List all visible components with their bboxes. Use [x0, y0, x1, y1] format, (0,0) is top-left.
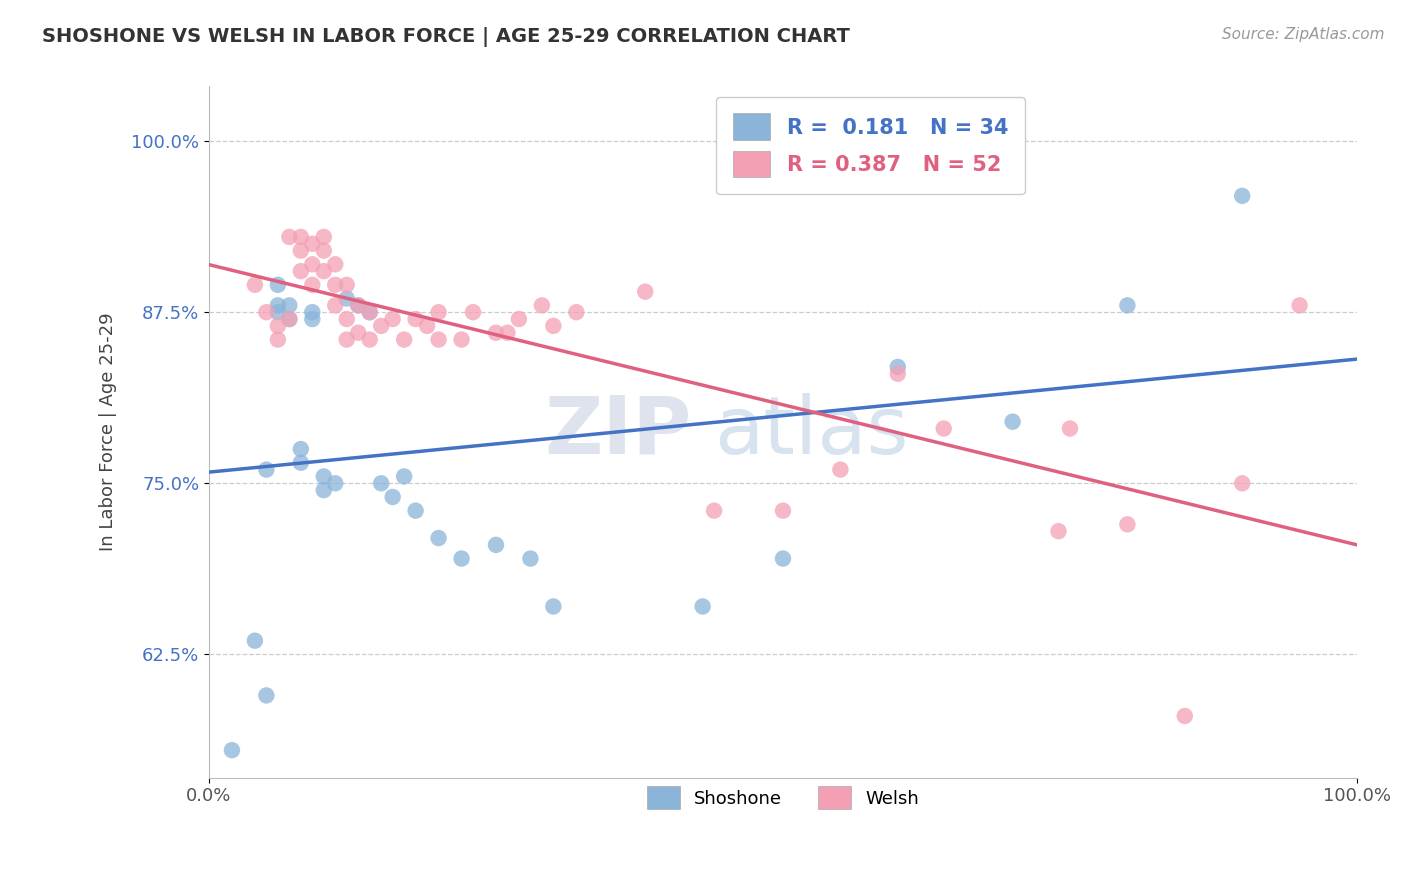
Point: [359, 333, 381, 347]
Point: [932, 421, 955, 435]
Point: [290, 264, 312, 278]
Point: [290, 442, 312, 456]
Point: [312, 264, 335, 278]
Point: [301, 305, 323, 319]
Point: [772, 503, 794, 517]
Point: [405, 312, 427, 326]
Point: [267, 277, 290, 292]
Point: [392, 469, 415, 483]
Point: [336, 277, 359, 292]
Point: [450, 333, 472, 347]
Point: [543, 599, 565, 614]
Text: atlas: atlas: [714, 393, 908, 471]
Point: [427, 531, 450, 545]
Point: [323, 257, 346, 271]
Point: [243, 633, 266, 648]
Point: [278, 312, 301, 326]
Point: [290, 230, 312, 244]
Point: [427, 305, 450, 319]
Text: Source: ZipAtlas.com: Source: ZipAtlas.com: [1222, 27, 1385, 42]
Point: [267, 305, 290, 319]
Point: [1230, 189, 1253, 203]
Point: [634, 285, 657, 299]
Point: [267, 318, 290, 333]
Text: SHOSHONE VS WELSH IN LABOR FORCE | AGE 25-29 CORRELATION CHART: SHOSHONE VS WELSH IN LABOR FORCE | AGE 2…: [42, 27, 851, 46]
Point: [381, 490, 404, 504]
Point: [416, 318, 439, 333]
Point: [347, 298, 370, 312]
Point: [508, 312, 530, 326]
Point: [370, 476, 392, 491]
Point: [1047, 524, 1070, 539]
Point: [1059, 421, 1081, 435]
Point: [221, 743, 243, 757]
Point: [347, 326, 370, 340]
Point: [450, 551, 472, 566]
Point: [359, 305, 381, 319]
Point: [427, 333, 450, 347]
Point: [323, 298, 346, 312]
Point: [1116, 298, 1139, 312]
Point: [530, 298, 553, 312]
Point: [347, 298, 370, 312]
Point: [267, 333, 290, 347]
Point: [278, 312, 301, 326]
Point: [692, 599, 714, 614]
Point: [830, 462, 852, 476]
Point: [887, 359, 910, 374]
Point: [312, 483, 335, 497]
Point: [254, 462, 277, 476]
Point: [405, 503, 427, 517]
Legend: Shoshone, Welsh: Shoshone, Welsh: [633, 772, 934, 824]
Point: [267, 298, 290, 312]
Point: [336, 333, 359, 347]
Point: [370, 318, 392, 333]
Point: [1288, 298, 1310, 312]
Point: [254, 305, 277, 319]
Point: [243, 277, 266, 292]
Point: [1230, 476, 1253, 491]
Point: [392, 333, 415, 347]
Point: [301, 257, 323, 271]
Point: [543, 318, 565, 333]
Point: [290, 456, 312, 470]
Point: [1116, 517, 1139, 532]
Point: [485, 538, 508, 552]
Point: [312, 244, 335, 258]
Point: [887, 367, 910, 381]
Point: [278, 298, 301, 312]
Point: [323, 476, 346, 491]
Point: [278, 230, 301, 244]
Point: [301, 312, 323, 326]
Point: [485, 326, 508, 340]
Point: [1001, 415, 1024, 429]
Point: [336, 312, 359, 326]
Point: [301, 277, 323, 292]
Point: [703, 503, 725, 517]
Point: [336, 292, 359, 306]
Point: [1174, 709, 1197, 723]
Point: [496, 326, 519, 340]
Text: ZIP: ZIP: [544, 393, 692, 471]
Point: [461, 305, 484, 319]
Y-axis label: In Labor Force | Age 25-29: In Labor Force | Age 25-29: [100, 313, 117, 551]
Point: [290, 244, 312, 258]
Point: [312, 469, 335, 483]
Point: [359, 305, 381, 319]
Point: [301, 236, 323, 251]
Point: [519, 551, 541, 566]
Point: [772, 551, 794, 566]
Point: [565, 305, 588, 319]
Point: [254, 689, 277, 703]
Point: [312, 230, 335, 244]
Point: [381, 312, 404, 326]
Point: [323, 277, 346, 292]
